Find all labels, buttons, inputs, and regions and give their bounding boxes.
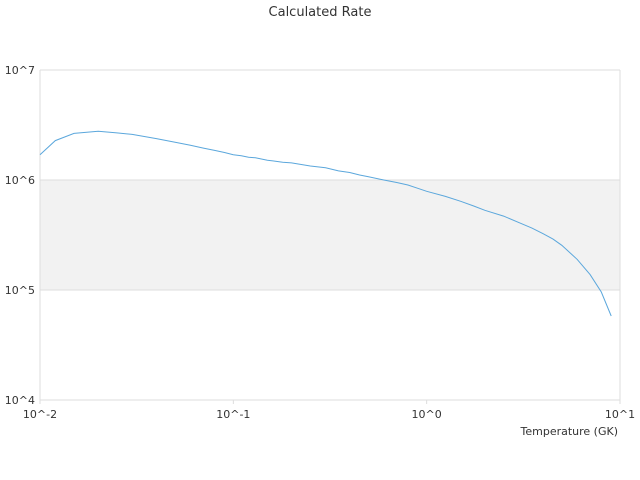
y-tick-label: 10^6	[5, 174, 35, 187]
plot-band	[40, 180, 620, 290]
y-tick-label: 10^5	[5, 284, 35, 297]
chart-title: Calculated Rate	[269, 5, 372, 20]
x-axis-label: Temperature (GK)	[520, 425, 619, 438]
x-tick-label: 10^1	[605, 408, 635, 421]
y-tick-label: 10^7	[5, 64, 35, 77]
x-tick-label: 10^0	[412, 408, 442, 421]
y-tick-label: 10^4	[5, 394, 35, 407]
x-tick-label: 10^-2	[23, 408, 57, 421]
x-tick-label: 10^-1	[216, 408, 250, 421]
rate-line	[39, 130, 612, 317]
